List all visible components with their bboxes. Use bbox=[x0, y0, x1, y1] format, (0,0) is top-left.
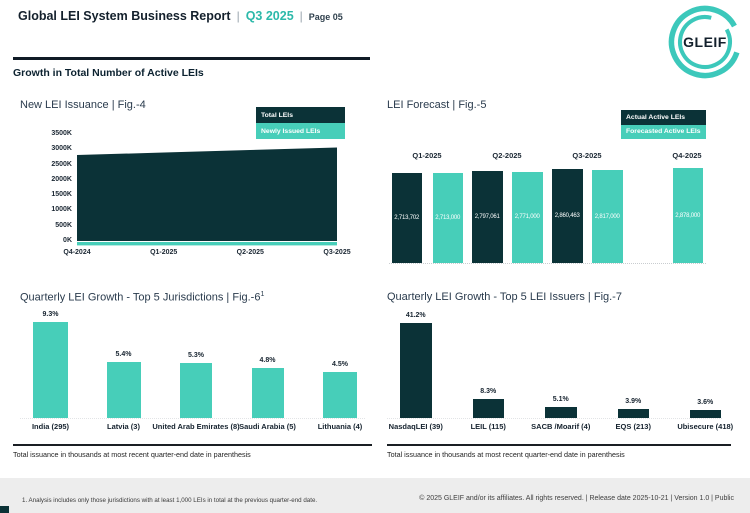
fig6-pct-label: 4.5% bbox=[320, 361, 360, 368]
report-header: Global LEI System Business Report | Q3 2… bbox=[18, 9, 343, 23]
fig6-bar-india bbox=[33, 322, 68, 419]
fig7-bar-ubisecure bbox=[690, 410, 722, 418]
fig6-bar-uae bbox=[180, 363, 212, 418]
fig4-area-chart bbox=[77, 134, 337, 246]
header-divider bbox=[13, 57, 370, 60]
fig4-x-tick: Q4-2024 bbox=[47, 249, 107, 256]
fig4-y-tick: 2500K bbox=[30, 161, 72, 168]
fig5-legend: Actual Active LEIs Forecasted Active LEI… bbox=[621, 110, 706, 139]
fig5-bar-q1-actual: 2,713,702 bbox=[392, 173, 423, 263]
separator: | bbox=[237, 9, 240, 23]
fig6-baseline bbox=[20, 418, 365, 419]
fig7-bar-eqs bbox=[618, 409, 650, 418]
fig7-bar-nasdaqlei bbox=[400, 323, 432, 418]
fig4-y-tick: 1000K bbox=[30, 206, 72, 213]
legend-item-actual: Actual Active LEIs bbox=[621, 110, 706, 125]
fig6-bar-lithuania bbox=[323, 372, 357, 419]
legend-item-total-leis: Total LEIs bbox=[256, 107, 345, 123]
fig5-bar-q3-forecast: 2,817,000 bbox=[592, 170, 623, 263]
legend-item-forecast: Forecasted Active LEIs bbox=[621, 125, 706, 140]
fig5-quarter-label: Q1-2025 bbox=[397, 151, 457, 160]
fig4-y-tick: 1500K bbox=[30, 191, 72, 198]
fig5-title: LEI Forecast | Fig.-5 bbox=[387, 99, 486, 111]
fig4-y-tick: 0K bbox=[30, 237, 72, 244]
fig6-title: Quarterly LEI Growth - Top 5 Jurisdictio… bbox=[20, 291, 264, 304]
fig6-pct-label: 4.8% bbox=[248, 357, 288, 364]
fig7-pct-label: 5.1% bbox=[541, 396, 581, 403]
fig4-x-tick: Q1-2025 bbox=[134, 249, 194, 256]
corner-mark bbox=[0, 506, 9, 513]
legend-label: Forecasted Active LEIs bbox=[626, 128, 701, 135]
section-title: Growth in Total Number of Active LEIs bbox=[13, 67, 204, 79]
fig7-category-label: Ubisecure (418) bbox=[660, 422, 750, 431]
fig5-bar-q2-actual: 2,797,061 bbox=[472, 171, 503, 263]
fig5-quarter-label: Q4-2025 bbox=[657, 151, 717, 160]
fig5-bar-q3-actual: 2,860,463 bbox=[552, 169, 583, 263]
fig5-bar-q4-forecast: 2,878,000 bbox=[673, 168, 704, 263]
report-page: Global LEI System Business Report | Q3 2… bbox=[0, 0, 750, 513]
fig4-title: New LEI Issuance | Fig.-4 bbox=[20, 99, 146, 111]
bar-value: 2,860,463 bbox=[552, 213, 583, 219]
page-number: Page 05 bbox=[309, 12, 343, 22]
report-title: Global LEI System Business Report bbox=[18, 9, 231, 23]
fig7-note-divider bbox=[387, 444, 731, 446]
fig7-note: Total issuance in thousands at most rece… bbox=[387, 450, 625, 459]
bar-value: 2,817,000 bbox=[592, 214, 623, 220]
fig4-x-tick: Q3-2025 bbox=[307, 249, 367, 256]
bar-value: 2,713,702 bbox=[392, 215, 423, 221]
fig7-baseline bbox=[387, 418, 722, 419]
fig5-quarter-label: Q2-2025 bbox=[477, 151, 537, 160]
bar-value: 2,713,000 bbox=[433, 215, 464, 221]
fig6-pct-label: 9.3% bbox=[31, 311, 71, 318]
bar-value: 2,771,000 bbox=[512, 214, 543, 220]
gleif-logo-text: GLEIF bbox=[683, 34, 727, 50]
fig7-pct-label: 3.6% bbox=[685, 399, 725, 406]
fig4-x-tick: Q2-2025 bbox=[220, 249, 280, 256]
fig4-y-tick: 3500K bbox=[30, 130, 72, 137]
fig7-pct-label: 8.3% bbox=[468, 388, 508, 395]
fig6-note-divider bbox=[13, 444, 372, 446]
fig6-bar-latvia bbox=[107, 362, 141, 418]
bar-value: 2,797,061 bbox=[472, 214, 503, 220]
fig5-quarter-label: Q3-2025 bbox=[557, 151, 617, 160]
report-quarter: Q3 2025 bbox=[246, 9, 294, 23]
fig6-bar-saudi-arabia bbox=[252, 368, 284, 418]
fig6-title-text: Quarterly LEI Growth - Top 5 Jurisdictio… bbox=[20, 292, 260, 304]
separator: | bbox=[300, 9, 303, 23]
fig7-pct-label: 41.2% bbox=[396, 312, 436, 319]
fig6-pct-label: 5.4% bbox=[104, 351, 144, 358]
fig7-pct-label: 3.9% bbox=[613, 398, 653, 405]
bar-value: 2,878,000 bbox=[673, 213, 704, 219]
footnote: 1. Analysis includes only those jurisdic… bbox=[22, 497, 317, 504]
gleif-logo-icon: GLEIF bbox=[664, 1, 746, 83]
fig5-bar-q1-forecast: 2,713,000 bbox=[433, 173, 464, 263]
fig6-footnote-marker: 1 bbox=[260, 291, 264, 298]
fig6-pct-label: 5.3% bbox=[176, 352, 216, 359]
legend-label: Actual Active LEIs bbox=[626, 114, 685, 121]
fig4-y-tick: 500K bbox=[30, 222, 72, 229]
fig7-bar-leil bbox=[473, 399, 505, 418]
fig6-note: Total issuance in thousands at most rece… bbox=[13, 450, 251, 459]
fig7-bar-sacb bbox=[545, 407, 577, 419]
fig5-bar-q2-forecast: 2,771,000 bbox=[512, 172, 543, 264]
fig7-title: Quarterly LEI Growth - Top 5 LEI Issuers… bbox=[387, 291, 622, 303]
fig4-y-tick: 2000K bbox=[30, 176, 72, 183]
fig4-y-tick: 3000K bbox=[30, 145, 72, 152]
legend-label: Total LEIs bbox=[261, 112, 293, 119]
copyright-text: © 2025 GLEIF and/or its affiliates. All … bbox=[419, 495, 734, 502]
fig5-baseline bbox=[389, 263, 706, 264]
